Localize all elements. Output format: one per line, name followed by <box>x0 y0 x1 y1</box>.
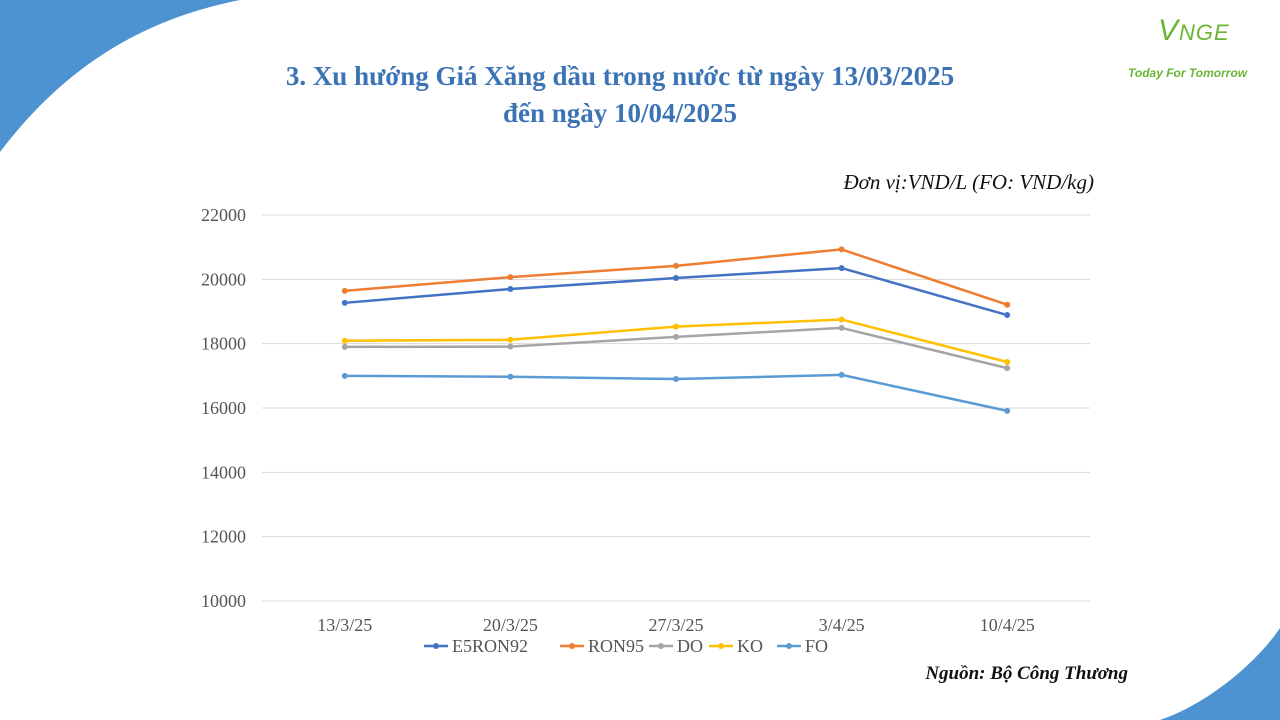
x-tick-label: 10/4/25 <box>980 615 1035 635</box>
y-tick-label: 14000 <box>201 462 246 482</box>
legend-marker-ron95 <box>569 643 575 649</box>
data-point-ron95 <box>341 287 348 294</box>
data-point-ron95 <box>507 274 514 281</box>
legend-marker-ko <box>718 643 724 649</box>
data-point-do <box>838 324 845 331</box>
data-point-fo <box>838 371 845 378</box>
data-point-ko <box>507 336 514 343</box>
x-tick-label: 27/3/25 <box>648 615 703 635</box>
data-point-e5ron92 <box>673 275 679 282</box>
data-point-ko <box>673 323 679 330</box>
source-label: Nguồn: Bộ Công Thương <box>925 663 1128 684</box>
data-point-do <box>1004 365 1011 372</box>
slide-title: 3. Xu hướng Giá Xăng dầu trong nước từ n… <box>180 58 1060 132</box>
y-tick-label: 20000 <box>201 269 246 289</box>
data-point-fo <box>507 373 514 380</box>
x-tick-label: 13/3/25 <box>317 615 372 635</box>
legend-marker-e5ron92 <box>433 643 439 649</box>
data-point-do <box>673 333 679 340</box>
logo-mark: VNGE <box>1158 14 1230 48</box>
legend-marker-fo <box>786 643 792 649</box>
y-tick-label: 10000 <box>201 591 246 611</box>
y-tick-label: 16000 <box>201 398 246 418</box>
y-tick-label: 22000 <box>201 205 246 225</box>
slide-title-line2: đến ngày 10/04/2025 <box>502 98 738 128</box>
data-point-e5ron92 <box>838 265 845 272</box>
legend-label-fo: FO <box>805 636 828 656</box>
data-point-fo <box>673 376 679 383</box>
data-point-ko <box>341 337 348 344</box>
data-point-e5ron92 <box>1004 312 1011 319</box>
legend-label-e5ron92: E5RON92 <box>452 636 528 656</box>
vnge-logo: VNGE Today For Tomorrow <box>1122 14 1272 84</box>
data-point-ko <box>1004 359 1011 366</box>
data-point-do <box>341 343 348 350</box>
data-point-fo <box>1004 407 1011 414</box>
data-point-fo <box>341 372 348 379</box>
legend-label-do: DO <box>677 636 703 656</box>
data-point-e5ron92 <box>341 299 348 306</box>
x-tick-label: 3/4/25 <box>819 615 865 635</box>
top-left-wave <box>0 0 240 152</box>
data-point-ko <box>838 316 845 323</box>
slide-title-line1: 3. Xu hướng Giá Xăng dầu trong nước từ n… <box>285 61 955 91</box>
data-point-ron95 <box>673 262 679 269</box>
x-tick-label: 20/3/25 <box>483 615 538 635</box>
data-point-ron95 <box>1004 301 1011 308</box>
legend-marker-do <box>658 643 664 649</box>
bottom-right-wave <box>1160 628 1280 720</box>
legend-label-ko: KO <box>737 636 763 656</box>
logo-mark-v: V <box>1158 14 1180 47</box>
logo-mark-text: NGE <box>1179 20 1230 45</box>
y-tick-label: 12000 <box>201 527 246 547</box>
y-tick-label: 18000 <box>201 334 246 354</box>
data-point-e5ron92 <box>507 285 514 292</box>
logo-tagline: Today For Tomorrow <box>1128 66 1248 80</box>
data-point-do <box>507 343 514 350</box>
data-point-ron95 <box>838 246 845 253</box>
legend-label-ron95: RON95 <box>588 636 644 656</box>
unit-label: Đơn vị:VND/L (FO: VND/kg) <box>843 170 1094 194</box>
